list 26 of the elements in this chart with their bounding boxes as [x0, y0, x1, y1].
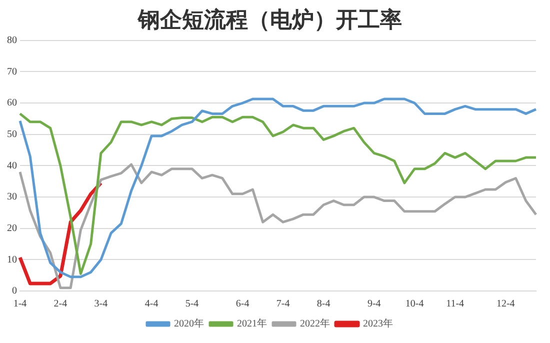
- legend-label: 2020年: [174, 318, 204, 330]
- x-tick-label: 10-4: [405, 298, 424, 310]
- y-tick-label: 0: [12, 286, 17, 297]
- x-tick-label: 4-4: [144, 298, 158, 310]
- y-tick-label: 70: [7, 66, 17, 78]
- x-tick-label: 5-4: [185, 298, 199, 310]
- x-tick-label: 7-4: [276, 298, 290, 310]
- x-tick-label: 11-4: [446, 298, 464, 310]
- x-tick-label: 2-4: [54, 298, 68, 310]
- y-tick-label: 60: [7, 98, 17, 109]
- chart-title: 钢企短流程（电炉）开工率: [137, 6, 402, 32]
- y-tick-label: 40: [7, 160, 17, 172]
- legend-label: 2021年: [237, 318, 267, 330]
- x-tick-label: 9-4: [367, 298, 381, 310]
- y-tick-label: 30: [7, 192, 17, 203]
- x-tick-label: 6-4: [236, 298, 250, 310]
- x-tick-label: 1-4: [13, 298, 27, 310]
- y-tick-label: 50: [7, 129, 17, 140]
- x-tick-label: 3-4: [94, 298, 108, 310]
- y-tick-label: 10: [7, 254, 17, 266]
- legend-label: 2023年: [363, 318, 393, 330]
- legend-label: 2022年: [300, 318, 330, 330]
- y-tick-label: 20: [7, 222, 17, 234]
- x-tick-label: 12-4: [496, 298, 515, 310]
- x-tick-label: 8-4: [316, 298, 330, 310]
- y-tick-label: 80: [7, 35, 17, 46]
